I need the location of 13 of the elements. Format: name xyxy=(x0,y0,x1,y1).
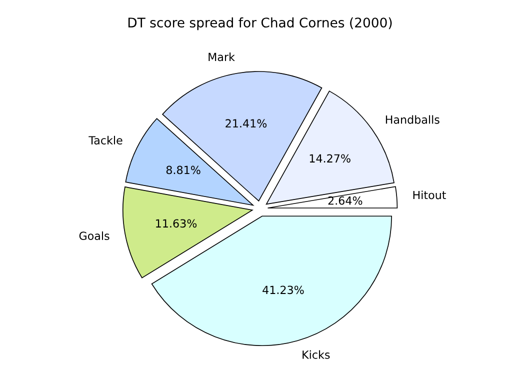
chart-title: DT score spread for Chad Cornes (2000) xyxy=(128,17,392,30)
data-label: 14.27% xyxy=(310,154,350,163)
slice-label: Goals xyxy=(79,231,110,240)
data-label: 41.23% xyxy=(262,286,304,294)
data-label: 8.81% xyxy=(166,166,200,174)
data-label: 2.64% xyxy=(328,196,362,205)
data-label: 11.63% xyxy=(156,219,197,228)
data-label: 21.41% xyxy=(226,119,267,128)
slice-label: Hitout xyxy=(413,190,446,200)
slice-label: Kicks xyxy=(302,350,330,359)
slice-label: Mark xyxy=(208,52,235,62)
slice-label: Handballs xyxy=(386,115,440,124)
slice-label: Tackle xyxy=(88,136,122,144)
